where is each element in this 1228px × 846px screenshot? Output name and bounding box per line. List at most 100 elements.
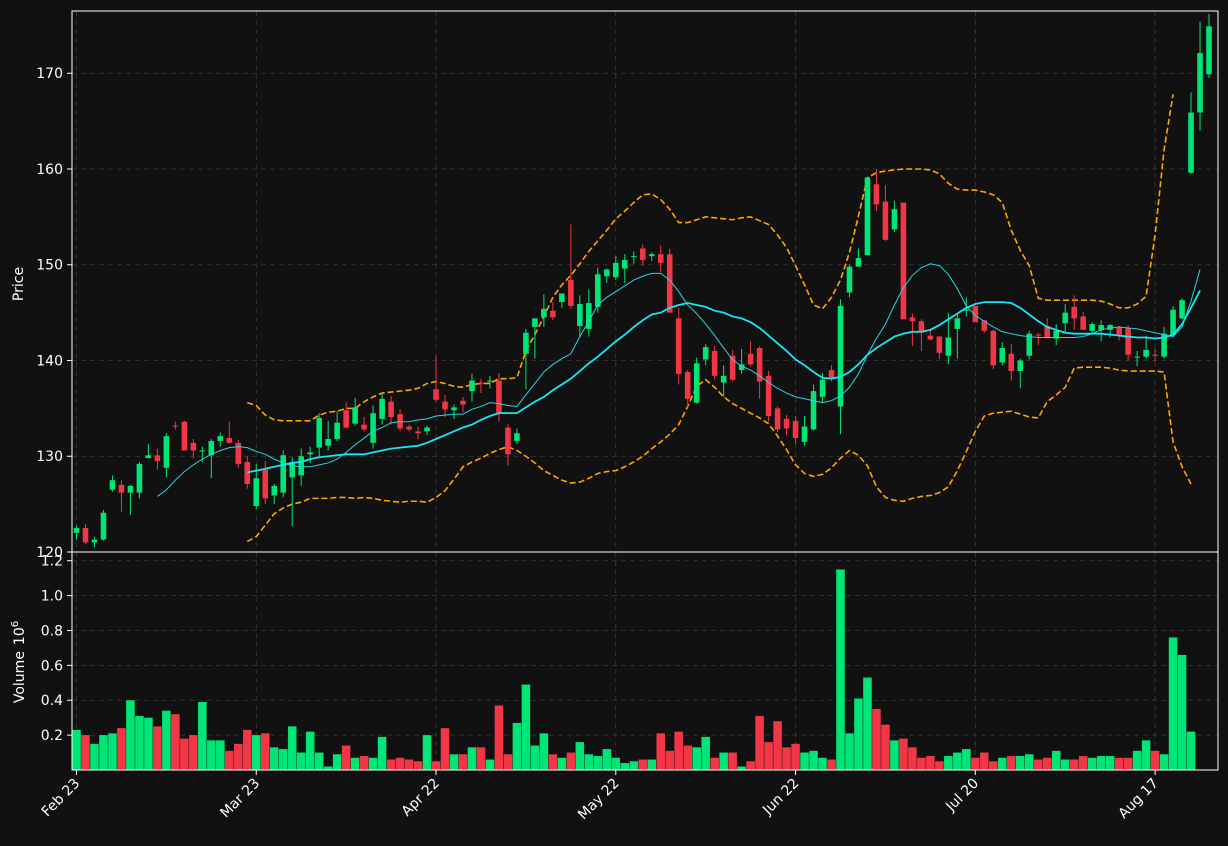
candle-body (613, 262, 619, 278)
volume-bar (584, 754, 594, 770)
volume-bar (1096, 756, 1106, 770)
volume-bar (494, 705, 504, 770)
volume-bar (620, 763, 630, 770)
lower-band-line (246, 366, 1192, 543)
volume-bar (530, 745, 540, 770)
volume-bar (953, 752, 962, 770)
price-axis-label: Price (11, 267, 27, 301)
volume-bar (413, 761, 423, 770)
candle-body (657, 254, 664, 263)
volume-bar (153, 726, 162, 770)
volume-bar (189, 735, 198, 770)
candle-body (217, 436, 224, 441)
candle-body (738, 364, 745, 371)
volume-bar (1159, 754, 1169, 770)
volume-bar (764, 742, 773, 770)
candle-body (909, 317, 916, 322)
volume-bar (108, 733, 117, 770)
candle-body (523, 332, 529, 354)
volume-bar (827, 759, 836, 770)
candle-body (163, 436, 170, 468)
volume-bar (728, 752, 737, 770)
volume-bar (944, 756, 953, 770)
date-tick-label: Mar 23 (217, 776, 263, 822)
candle-body (586, 303, 592, 329)
candle-body (541, 308, 547, 318)
volume-bar (548, 754, 558, 770)
volume-bar (755, 715, 764, 770)
volume-bar (935, 761, 944, 770)
price-tick-label: 160 (36, 162, 63, 178)
candle-body (711, 350, 718, 376)
candle-body (684, 371, 691, 399)
candle-body (253, 478, 260, 507)
volume-bar (881, 724, 890, 770)
candle-body (1035, 334, 1042, 336)
volume-tick-label: 0.4 (41, 693, 63, 709)
candle-body (1044, 326, 1051, 338)
volume-bar (692, 747, 701, 770)
volume-tick-label: 0.6 (41, 658, 63, 674)
candle-body (972, 305, 979, 323)
price-tick-label: 120 (36, 545, 63, 561)
candle-body (271, 485, 278, 496)
volume-tick-label: 1.2 (41, 554, 63, 570)
volume-bar (539, 733, 549, 770)
candlestick-series (73, 13, 1212, 548)
price-tick-label: 150 (36, 258, 63, 274)
volume-bar (395, 757, 405, 770)
candle-body (1152, 354, 1158, 356)
volume-bar (602, 749, 612, 770)
volume-bar (278, 749, 288, 770)
candle-body (801, 426, 808, 442)
volume-bar (737, 766, 746, 770)
volume-bar (368, 757, 378, 770)
volume-bar (90, 743, 99, 770)
candle-body (1098, 325, 1104, 330)
volume-bar (557, 757, 567, 770)
candle-body (532, 318, 538, 327)
volume-bar (359, 756, 369, 770)
volume-bar (216, 740, 225, 770)
price-axis: 120 130 140 150 160 170 (36, 66, 72, 561)
candle-body (756, 348, 763, 382)
candle-body (747, 353, 754, 365)
candle-body (945, 337, 952, 356)
volume-bar (260, 733, 270, 770)
volume-bar (1069, 759, 1079, 770)
candle-body (1116, 326, 1122, 335)
candle-body (1161, 333, 1167, 357)
volume-bar (269, 747, 279, 770)
volume-bar (872, 708, 881, 770)
volume-series (72, 569, 1196, 770)
volume-bar (962, 749, 971, 770)
candle-body (118, 484, 125, 493)
volume-bar (1024, 754, 1034, 770)
candle-body (208, 440, 215, 456)
volume-bar (719, 752, 728, 770)
volume-bar (917, 757, 926, 770)
fast-moving-average-line (157, 263, 1201, 497)
candle-body (1026, 333, 1033, 356)
candle-body (559, 293, 565, 303)
candle-body (1197, 53, 1203, 113)
volume-bar (899, 738, 908, 770)
volume-bar (647, 759, 657, 770)
candle-body (226, 438, 233, 443)
candle-body (1008, 353, 1015, 372)
volume-bar (665, 750, 674, 770)
volume-bar (296, 752, 306, 770)
candle-body (100, 512, 107, 540)
candle-body (73, 528, 80, 533)
volume-bar (575, 742, 585, 770)
candle-body (936, 336, 943, 353)
candle-body (568, 280, 574, 306)
volume-bar (773, 721, 782, 770)
candle-body (91, 539, 98, 543)
volume-bar (1123, 757, 1133, 770)
price-tick-label: 140 (36, 353, 63, 369)
candle-body (289, 461, 295, 478)
volume-bar (908, 747, 917, 770)
